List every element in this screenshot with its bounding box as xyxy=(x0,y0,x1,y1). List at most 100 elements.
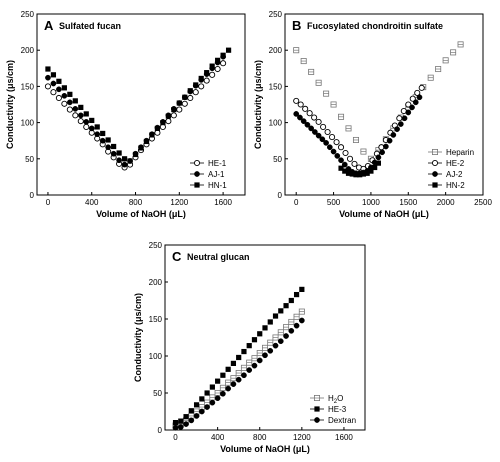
data-point xyxy=(187,94,194,102)
data-point xyxy=(178,418,184,424)
data-point xyxy=(277,329,284,336)
data-point xyxy=(308,125,315,132)
data-point xyxy=(251,355,258,362)
data-point xyxy=(330,148,337,155)
legend-label: Dextran xyxy=(328,416,356,425)
legend-label: AJ-2 xyxy=(446,170,463,179)
data-point xyxy=(416,94,423,101)
legend-marker xyxy=(431,148,438,155)
panel-label: A xyxy=(44,18,54,33)
data-point xyxy=(375,160,381,166)
data-point xyxy=(306,110,313,117)
data-point xyxy=(225,385,232,392)
y-tick-label: 50 xyxy=(25,155,34,164)
legend-entry: AJ-2 xyxy=(428,170,463,179)
data-point xyxy=(138,145,144,151)
y-tick-label: 100 xyxy=(21,119,35,128)
legend-entry: HE-3 xyxy=(310,405,347,414)
data-point xyxy=(394,126,400,132)
data-point xyxy=(56,78,62,84)
legend-label: Heparin xyxy=(446,148,474,157)
panel-title: Fucosylated chondroitin sulfate xyxy=(307,21,443,31)
data-point xyxy=(204,70,210,76)
y-tick-label: 100 xyxy=(149,352,163,361)
data-point xyxy=(235,370,242,377)
legend-label: HE-3 xyxy=(328,405,347,414)
x-tick-label: 2000 xyxy=(437,198,455,207)
data-point xyxy=(165,113,171,119)
data-point xyxy=(193,402,200,408)
data-point xyxy=(246,343,252,349)
data-point xyxy=(375,154,382,161)
legend-entry: HE-2 xyxy=(428,159,465,168)
data-point xyxy=(330,101,337,108)
chart-panel-C: 0 400 800 1200 1600 0 50 100 150 200 250 Volume of … xyxy=(133,241,366,454)
data-point xyxy=(293,111,300,117)
x-tick-label: 0 xyxy=(173,433,178,442)
x-tick-label: 1600 xyxy=(335,433,353,442)
y-tick-label: 150 xyxy=(21,82,35,91)
chart-panel-B: 0 500 1000 1500 2000 2500 0 50 100 150 200 250 Volum… xyxy=(253,10,492,219)
data-point xyxy=(214,395,221,402)
data-point xyxy=(293,322,300,329)
data-point xyxy=(262,325,268,331)
data-point xyxy=(198,83,205,90)
data-point xyxy=(267,347,274,354)
panel-label: C xyxy=(172,249,182,264)
data-point xyxy=(230,360,237,366)
data-point xyxy=(182,94,188,100)
y-tick-label: 50 xyxy=(273,155,282,164)
data-point xyxy=(364,170,370,176)
data-point xyxy=(220,52,226,58)
y-axis-label: Conductivity (μs/cm) xyxy=(133,293,143,382)
data-point xyxy=(308,68,315,75)
data-point xyxy=(302,105,309,112)
legend-entry: H2O xyxy=(310,394,343,405)
data-point xyxy=(372,164,378,171)
data-point xyxy=(177,424,184,430)
data-point xyxy=(176,106,183,113)
data-point xyxy=(326,144,333,151)
data-point xyxy=(55,94,62,102)
series-HE-3 xyxy=(172,286,305,426)
legend-label: H2O xyxy=(328,394,343,405)
data-point xyxy=(351,160,358,167)
data-point xyxy=(401,115,408,122)
data-point xyxy=(170,112,177,119)
data-point xyxy=(278,308,284,314)
data-point xyxy=(442,57,449,64)
data-point xyxy=(209,399,216,406)
data-point xyxy=(297,101,304,108)
y-tick-label: 50 xyxy=(153,389,162,398)
data-point xyxy=(105,137,111,143)
data-point xyxy=(199,396,205,402)
x-tick-label: 1200 xyxy=(170,198,188,207)
data-point xyxy=(293,47,300,54)
legend-label: HE-1 xyxy=(208,159,227,168)
data-point xyxy=(256,357,263,364)
data-point xyxy=(299,286,305,292)
data-point xyxy=(72,98,78,104)
data-point xyxy=(61,85,67,91)
data-point xyxy=(209,71,216,78)
data-point xyxy=(78,104,84,110)
data-point xyxy=(72,105,79,112)
x-tick-label: 1600 xyxy=(214,198,232,207)
data-point xyxy=(338,165,344,171)
data-point xyxy=(345,125,352,132)
data-point xyxy=(172,420,179,426)
data-point xyxy=(288,318,295,325)
data-point xyxy=(61,100,68,107)
data-point xyxy=(89,117,95,124)
data-point xyxy=(241,348,247,355)
data-point xyxy=(230,375,237,382)
data-point xyxy=(342,149,349,157)
data-point xyxy=(188,417,195,424)
data-point xyxy=(368,168,374,174)
data-point xyxy=(405,101,412,108)
data-point xyxy=(397,121,404,127)
series-Dextran xyxy=(172,317,305,431)
data-point xyxy=(346,155,354,162)
data-point xyxy=(379,149,385,156)
data-point xyxy=(272,334,279,341)
